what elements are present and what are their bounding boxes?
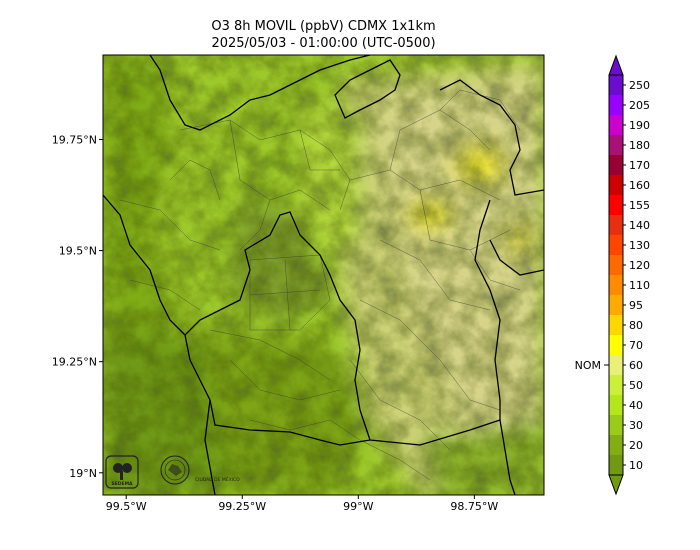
colorbar-segment xyxy=(609,255,623,275)
colorbar-label: 250 xyxy=(629,79,650,92)
colorbar-segment xyxy=(609,115,623,135)
y-tick-label: 19.75°N xyxy=(52,133,97,146)
colorbar-label: 10 xyxy=(629,459,643,472)
y-axis: 19.75°N 19.5°N 19.25°N 19°N xyxy=(52,133,103,480)
sedema-logo: SEDEMA xyxy=(105,455,139,489)
colorbar-label: 170 xyxy=(629,159,650,172)
colorbar-segment xyxy=(609,175,623,195)
map-title: O3 8h MOVIL (ppbV) CDMX 1x1km xyxy=(211,19,436,34)
colorbar-segment xyxy=(609,75,623,95)
colorbar-extend-min xyxy=(608,474,624,496)
colorbar-label: 80 xyxy=(629,319,643,332)
colorbar-segment xyxy=(609,335,623,355)
x-tick-label: 99°W xyxy=(343,500,373,513)
colorbar-segment xyxy=(609,375,623,395)
colorbar-segment xyxy=(609,235,623,255)
colorbar-label: 190 xyxy=(629,119,650,132)
colorbar-segment xyxy=(609,195,623,215)
colorbar-segment xyxy=(609,415,623,435)
colorbar-segment xyxy=(609,435,623,455)
colorbar-segment xyxy=(609,95,623,115)
colorbar-segment xyxy=(609,275,623,295)
colorbar-label: 160 xyxy=(629,179,650,192)
colorbar-label: 60 xyxy=(629,359,643,372)
state-boundaries xyxy=(103,55,544,495)
colorbar-segment xyxy=(609,315,623,335)
hillshade xyxy=(103,55,544,495)
x-tick-label: 99.5°W xyxy=(106,500,147,513)
colorbar-label: 205 xyxy=(629,99,650,112)
colorbar-segment xyxy=(609,395,623,415)
x-axis: 99.5°W 99.25°W 99°W 98.75°W xyxy=(106,495,498,513)
svg-text:SEDEMA: SEDEMA xyxy=(111,481,133,487)
colorbar-extend-max xyxy=(608,54,624,76)
plot-frame xyxy=(102,54,545,496)
colorbar-label: 20 xyxy=(629,439,643,452)
colorbar-label: 180 xyxy=(629,139,650,152)
colorbar-segment xyxy=(609,355,623,375)
x-tick-label: 99.25°W xyxy=(218,500,266,513)
colorbar-frame xyxy=(608,74,624,476)
colorbar-segment xyxy=(609,455,623,475)
y-tick-label: 19.25°N xyxy=(52,356,97,369)
svg-text:CIUDAD DE MÉXICO: CIUDAD DE MÉXICO xyxy=(195,475,240,483)
colorbar-label: 140 xyxy=(629,219,650,232)
colorbar-label: 130 xyxy=(629,239,650,252)
colorbar-segment xyxy=(609,135,623,155)
cdmx-logo: CIUDAD DE MÉXICO xyxy=(160,455,240,485)
municipal-boundaries xyxy=(119,89,521,481)
colorbar-label: 120 xyxy=(629,259,650,272)
colorbar-label: 40 xyxy=(629,399,643,412)
map-subtitle: 2025/05/03 - 01:00:00 (UTC-0500) xyxy=(211,36,436,51)
colorbar-label: 30 xyxy=(629,419,643,432)
colorbar-segment xyxy=(609,215,623,235)
colorbar-segment xyxy=(609,155,623,175)
colorbar-segment xyxy=(609,295,623,315)
colorbar-label: 70 xyxy=(629,339,643,352)
y-tick-label: 19°N xyxy=(69,467,97,480)
x-tick-label: 98.75°W xyxy=(450,500,498,513)
colorbar: 10 20 30 40 50 60 70 80 95 110 120 130 140 155 160 170 1… xyxy=(575,54,650,496)
colorbar-label: 110 xyxy=(629,279,650,292)
nom-label: NOM xyxy=(575,359,601,372)
y-tick-label: 19.5°N xyxy=(59,245,97,258)
colorbar-label: 95 xyxy=(629,299,643,312)
colorbar-label: 155 xyxy=(629,199,650,212)
colorbar-label: 50 xyxy=(629,379,643,392)
